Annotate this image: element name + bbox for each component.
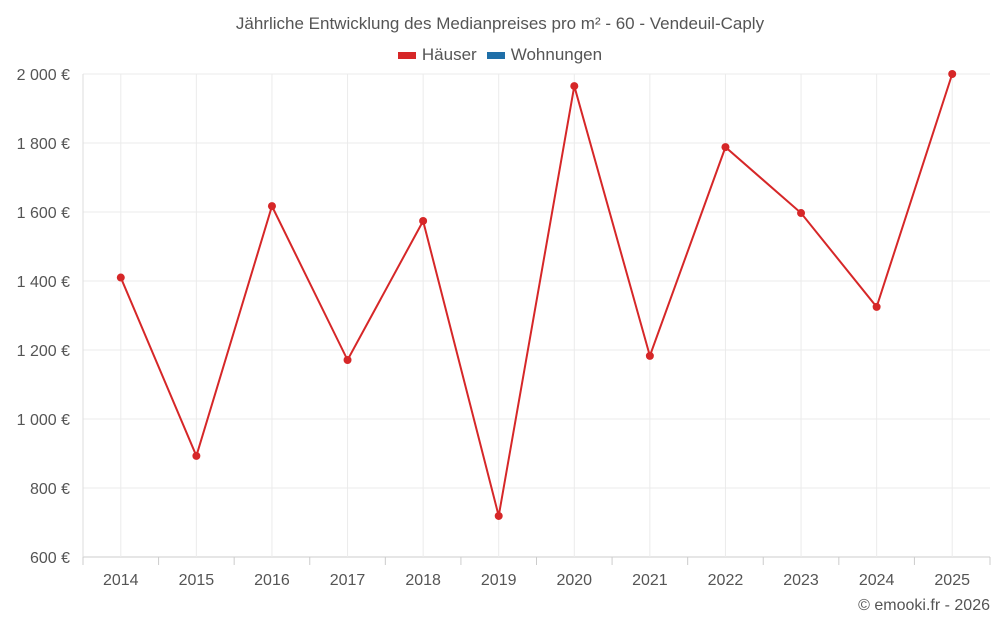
series-line-0 [119, 73, 954, 517]
x-tick-label: 2017 [330, 572, 366, 589]
legend-swatch-apartments [486, 51, 505, 59]
y-tick-label: 2 000 € [17, 67, 70, 84]
y-tick-label: 1 200 € [17, 343, 70, 360]
x-tick-label: 2023 [783, 572, 819, 589]
data-point [645, 351, 654, 360]
x-tick-label: 2018 [405, 572, 441, 589]
y-tick-label: 600 € [30, 550, 70, 567]
y-tick-label: 1 400 € [17, 274, 70, 291]
x-tick-label: 2020 [556, 572, 592, 589]
x-tick-label: 2025 [934, 572, 970, 589]
data-point [948, 70, 957, 78]
x-tick-label: 2019 [481, 572, 517, 589]
y-tick-label: 800 € [30, 481, 70, 498]
x-tick-label: 2022 [708, 572, 744, 589]
legend-item-houses[interactable]: Häuser [397, 45, 477, 65]
y-tick-label: 1 000 € [17, 412, 70, 429]
data-point [192, 451, 201, 460]
credit: © emooki.fr - 2026 [858, 597, 990, 614]
data-point [267, 202, 276, 211]
y-tick-label: 1 600 € [17, 205, 70, 222]
legend-label-houses: Häuser [421, 45, 477, 64]
data-point [419, 216, 428, 225]
data-point [797, 209, 806, 218]
legend-swatch-houses [397, 51, 416, 59]
data-point [343, 356, 352, 365]
legend: Häuser Wohnungen [0, 45, 1000, 65]
data-point [721, 143, 730, 152]
x-tick-label: 2021 [632, 572, 668, 589]
x-tick-label: 2016 [254, 572, 290, 589]
data-point [872, 302, 881, 311]
legend-item-apartments[interactable]: Wohnungen [486, 45, 603, 65]
data-point [494, 511, 503, 520]
legend-label-apartments: Wohnungen [510, 45, 603, 64]
x-tick-label: 2015 [179, 572, 215, 589]
data-point [570, 82, 579, 91]
x-tick-label: 2024 [859, 572, 895, 589]
chart-title: Jährliche Entwicklung des Medianpreises … [235, 14, 765, 33]
y-tick-label: 1 800 € [17, 136, 70, 153]
x-tick-label: 2014 [103, 572, 139, 589]
data-point [116, 273, 125, 282]
